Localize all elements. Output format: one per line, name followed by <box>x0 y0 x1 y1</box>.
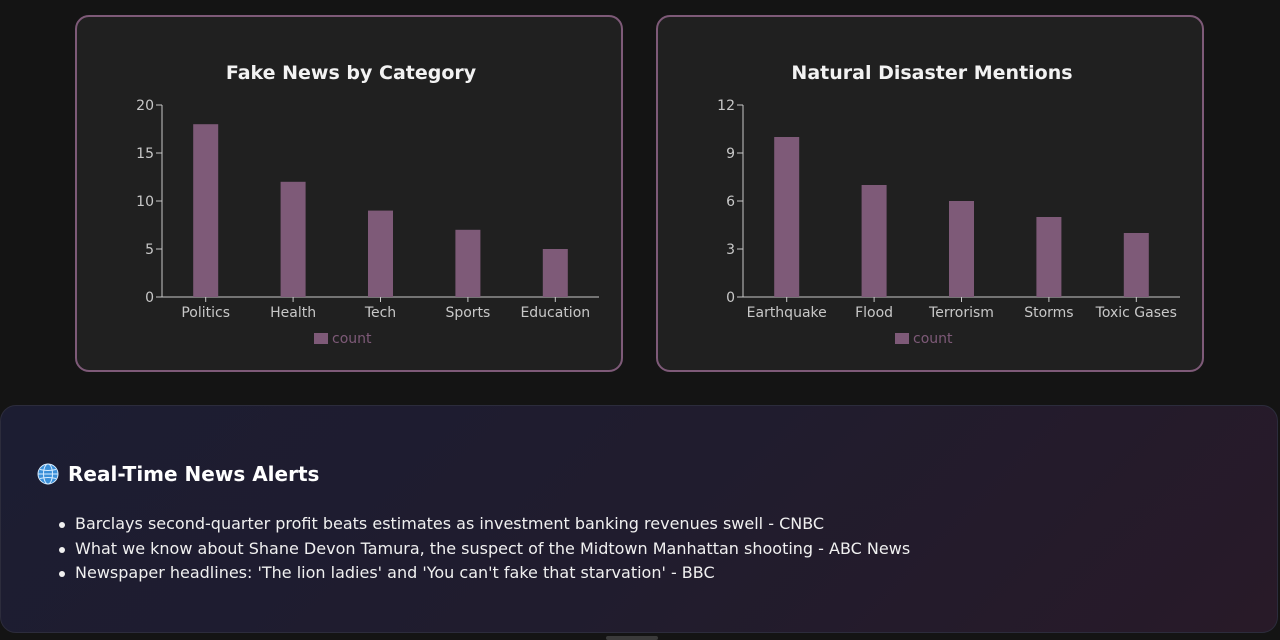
legend-swatch <box>895 333 909 344</box>
legend-label: count <box>332 331 372 347</box>
x-tick-label: Politics <box>181 305 230 321</box>
fake-news-chart-card: Fake News by Category 0 5 10 15 20 Politics Hea… <box>75 15 623 372</box>
y-tick-label: 0 <box>726 290 735 306</box>
y-tick-label: 12 <box>717 98 735 114</box>
bar-earthquake[interactable] <box>774 137 800 297</box>
natural-disaster-chart: Natural Disaster Mentions 0 3 6 9 12 Earthquak… <box>717 62 1180 347</box>
chart-legend[interactable]: count <box>895 331 953 347</box>
alerts-header: Real-Time News Alerts <box>37 462 319 486</box>
x-tick-label: Tech <box>364 305 396 321</box>
legend-label: count <box>913 331 953 347</box>
y-tick-label: 6 <box>726 194 735 210</box>
bar-sports[interactable] <box>455 229 481 297</box>
scroll-indicator <box>606 636 658 640</box>
globe-icon <box>37 463 59 485</box>
x-tick-label: Sports <box>445 305 490 321</box>
x-tick-label: Health <box>270 305 316 321</box>
fake-news-chart: Fake News by Category 0 5 10 15 20 Politics Hea… <box>136 62 599 347</box>
bar-flood[interactable] <box>861 185 887 297</box>
y-tick-label: 20 <box>136 98 154 114</box>
x-tick-label: Terrorism <box>928 305 994 321</box>
bar-health[interactable] <box>280 181 306 297</box>
x-tick-label: Education <box>520 305 590 321</box>
x-tick-label: Earthquake <box>747 305 827 321</box>
bar-toxic-gases[interactable] <box>1123 233 1149 297</box>
y-tick-label: 15 <box>136 146 154 162</box>
alert-item[interactable]: What we know about Shane Devon Tamura, t… <box>58 537 910 562</box>
alert-item[interactable]: Newspaper headlines: 'The lion ladies' a… <box>58 561 910 586</box>
bar-storms[interactable] <box>1036 217 1062 297</box>
y-tick-label: 5 <box>145 242 154 258</box>
bar-terrorism[interactable] <box>949 201 974 297</box>
y-tick-label: 10 <box>136 194 154 210</box>
bar-education[interactable] <box>542 249 568 297</box>
bar-politics[interactable] <box>193 124 219 297</box>
chart-title: Fake News by Category <box>226 62 477 84</box>
alerts-title: Real-Time News Alerts <box>68 462 320 486</box>
news-alerts-panel: Real-Time News Alerts Barclays second-qu… <box>0 405 1278 633</box>
bar-tech[interactable] <box>368 210 393 297</box>
chart-legend[interactable]: count <box>314 331 372 347</box>
x-tick-label: Toxic Gases <box>1095 305 1177 321</box>
natural-disaster-chart-card: Natural Disaster Mentions 0 3 6 9 12 Earthquak… <box>656 15 1204 372</box>
y-tick-label: 3 <box>726 242 735 258</box>
chart-title: Natural Disaster Mentions <box>791 62 1072 84</box>
x-tick-label: Storms <box>1024 305 1073 321</box>
y-tick-label: 9 <box>726 146 735 162</box>
alert-item[interactable]: Barclays second-quarter profit beats est… <box>58 512 910 537</box>
y-tick-label: 0 <box>145 290 154 306</box>
alerts-list: Barclays second-quarter profit beats est… <box>58 512 910 586</box>
x-tick-label: Flood <box>855 305 893 321</box>
legend-swatch <box>314 333 328 344</box>
